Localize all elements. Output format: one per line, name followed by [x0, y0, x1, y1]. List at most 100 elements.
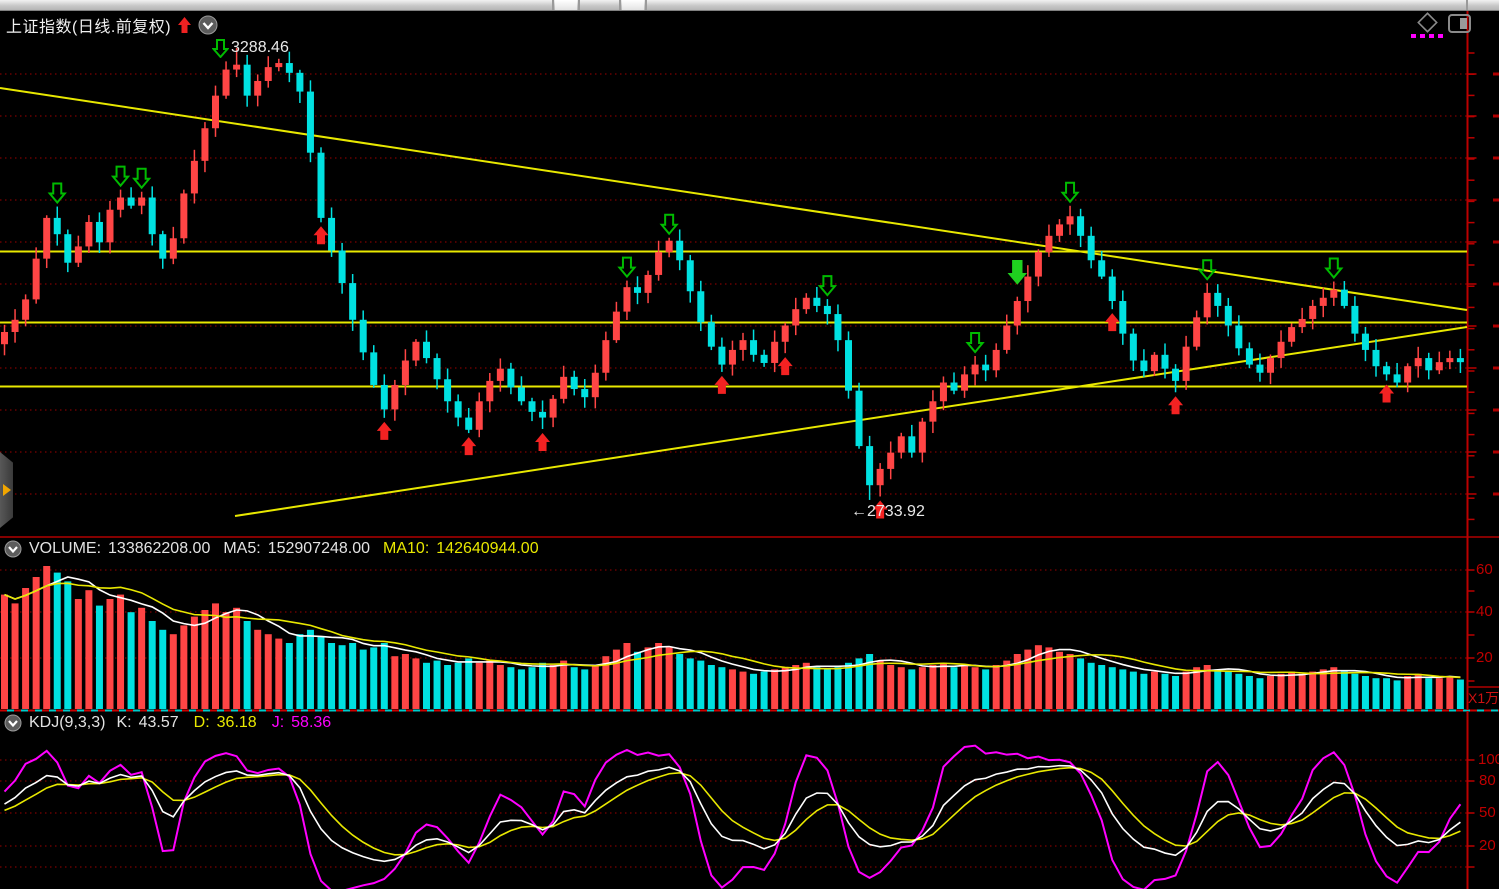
volume-bar — [813, 667, 821, 709]
volume-bar — [929, 665, 937, 709]
volume-bar — [53, 572, 61, 709]
volume-bar — [1309, 671, 1317, 709]
peak-price-label: 3288.46 — [212, 38, 289, 58]
sell-arrow-icon — [47, 182, 67, 205]
candle — [1129, 328, 1137, 371]
candle — [961, 366, 969, 398]
kdj-d-label: D: — [193, 714, 210, 731]
collapse-volume-button[interactable] — [4, 540, 22, 558]
volume-bar — [517, 669, 525, 709]
candle — [686, 254, 694, 303]
volume-bar — [222, 612, 230, 709]
split-window-icon[interactable] — [1447, 12, 1473, 36]
volume-bar — [106, 599, 114, 709]
candle — [1024, 265, 1032, 313]
volume-bar — [328, 643, 336, 709]
candle — [1056, 219, 1063, 242]
candle — [1098, 251, 1106, 280]
candle — [560, 365, 568, 404]
candle — [1288, 323, 1296, 347]
volume-bar — [1361, 676, 1369, 709]
sidebar-expand-tab[interactable] — [0, 452, 13, 528]
candle — [802, 293, 810, 314]
candle — [95, 212, 103, 254]
candle — [623, 280, 631, 320]
kdj-k-label: K: — [116, 714, 132, 731]
volume-panel-header: VOLUME: 133862208.00 MA5: 152907248.00 M… — [4, 540, 539, 558]
candle — [570, 370, 578, 396]
toolbar-segment[interactable] — [622, 0, 644, 10]
volume-bar — [623, 643, 631, 709]
candle — [444, 368, 452, 413]
collapsed-toolbar-strip[interactable] — [0, 0, 1499, 11]
diamond-tool-icon[interactable] — [1413, 12, 1439, 36]
volume-bar — [359, 649, 367, 709]
sell-arrow-icon — [1007, 259, 1028, 285]
volume-bar — [412, 658, 420, 709]
volume-bar — [634, 651, 641, 709]
volume-bar — [718, 667, 726, 709]
volume-bar — [1340, 671, 1348, 709]
candle — [496, 358, 504, 392]
volume-bar — [1056, 651, 1063, 709]
volume-bar — [1203, 665, 1211, 709]
volume-bar — [728, 669, 736, 709]
volume-bar — [1045, 647, 1053, 709]
candle — [1435, 351, 1443, 375]
candle — [254, 74, 262, 107]
buy-arrow-icon — [1379, 384, 1395, 403]
candle — [750, 329, 758, 362]
volume-bar — [423, 662, 430, 709]
volume-bar — [507, 667, 515, 709]
volume-value: 133862208.00 — [108, 540, 211, 557]
candle — [845, 331, 852, 399]
volume-bar — [771, 669, 779, 709]
buy-arrow-icon — [376, 421, 392, 440]
volume-bar — [117, 594, 125, 709]
candle — [855, 382, 863, 449]
candle — [792, 297, 800, 336]
volume-bar — [644, 647, 652, 709]
collapse-panel-button[interactable] — [198, 15, 218, 35]
candle — [982, 354, 990, 382]
volume-bar — [95, 605, 103, 709]
candle — [950, 372, 958, 395]
volume-bar — [855, 658, 863, 709]
candle — [971, 356, 979, 386]
candle — [1446, 350, 1454, 370]
volume-bar — [1414, 673, 1422, 709]
candle — [939, 376, 947, 411]
candle — [1150, 352, 1158, 376]
volume-bar — [32, 577, 40, 709]
candle — [233, 48, 241, 78]
volume-bar — [707, 665, 715, 709]
volume-bar — [1446, 676, 1454, 709]
trend-up-icon — [178, 17, 192, 33]
vol-unit-label: X1万 — [1468, 690, 1499, 706]
volume-ma-lines — [4, 576, 1461, 679]
volume-bar — [876, 660, 884, 709]
volume-bar — [496, 665, 504, 709]
volume-bar — [602, 656, 610, 709]
volume-bar — [1393, 680, 1401, 709]
candle — [1045, 224, 1053, 257]
candle — [1224, 297, 1232, 337]
volume-bar — [138, 607, 146, 709]
volume-bar — [380, 643, 388, 709]
kdj-axis-label-20: 20 — [1479, 837, 1496, 854]
candle — [1066, 205, 1074, 235]
volume-bar — [233, 607, 241, 709]
candle — [391, 379, 399, 421]
collapse-kdj-button[interactable] — [4, 714, 22, 732]
volume-bar — [1372, 678, 1380, 709]
candle — [85, 215, 93, 253]
candle — [581, 378, 589, 408]
volume-bar — [908, 669, 916, 709]
volume-bar — [1298, 673, 1306, 709]
buy-arrow-icon — [714, 375, 730, 394]
toolbar-segment[interactable] — [555, 0, 577, 10]
candle — [866, 435, 874, 500]
volume-bar — [475, 662, 483, 709]
kdj-k-line — [4, 764, 1461, 863]
